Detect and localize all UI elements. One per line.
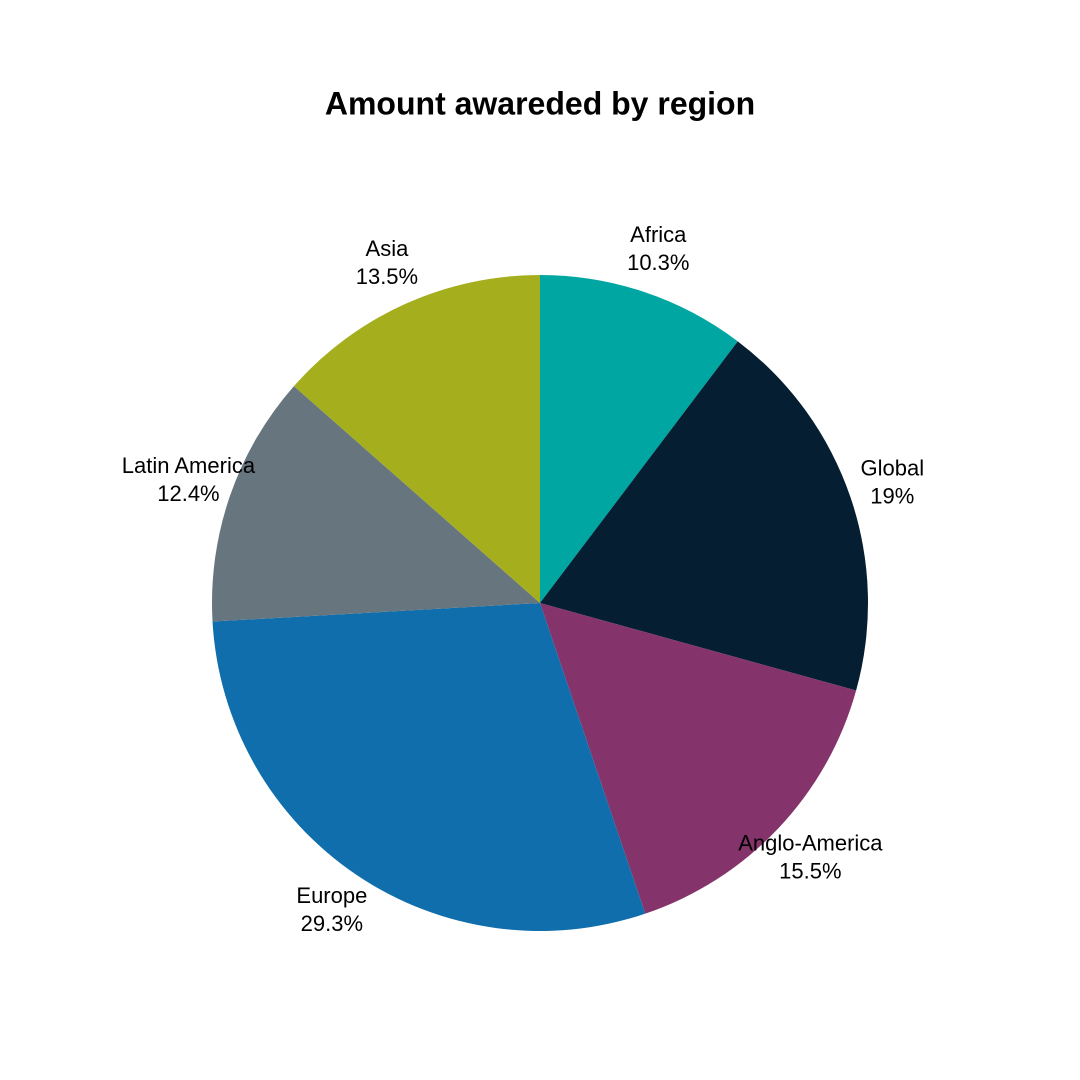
slice-label: Europe (296, 883, 367, 908)
pie-slice (212, 603, 646, 931)
slice-value-label: 15.5% (779, 858, 841, 883)
pie-slice (293, 275, 540, 603)
slice-value-label: 19% (870, 483, 914, 508)
slice-label: Asia (366, 236, 410, 261)
chart-title: Amount awareded by region (325, 85, 755, 121)
slice-label: Latin America (122, 453, 256, 478)
slice-value-label: 13.5% (356, 264, 418, 289)
slice-value-label: 10.3% (627, 250, 689, 275)
pie-slice (540, 603, 857, 914)
slice-value-label: 12.4% (157, 481, 219, 506)
slice-label: Africa (630, 222, 687, 247)
pie-slice (540, 341, 868, 691)
pie-slice (540, 275, 738, 603)
slice-value-label: 29.3% (301, 911, 363, 936)
pie-slice (212, 386, 540, 622)
slice-label: Anglo-America (738, 830, 883, 855)
slice-label: Global (861, 455, 925, 480)
